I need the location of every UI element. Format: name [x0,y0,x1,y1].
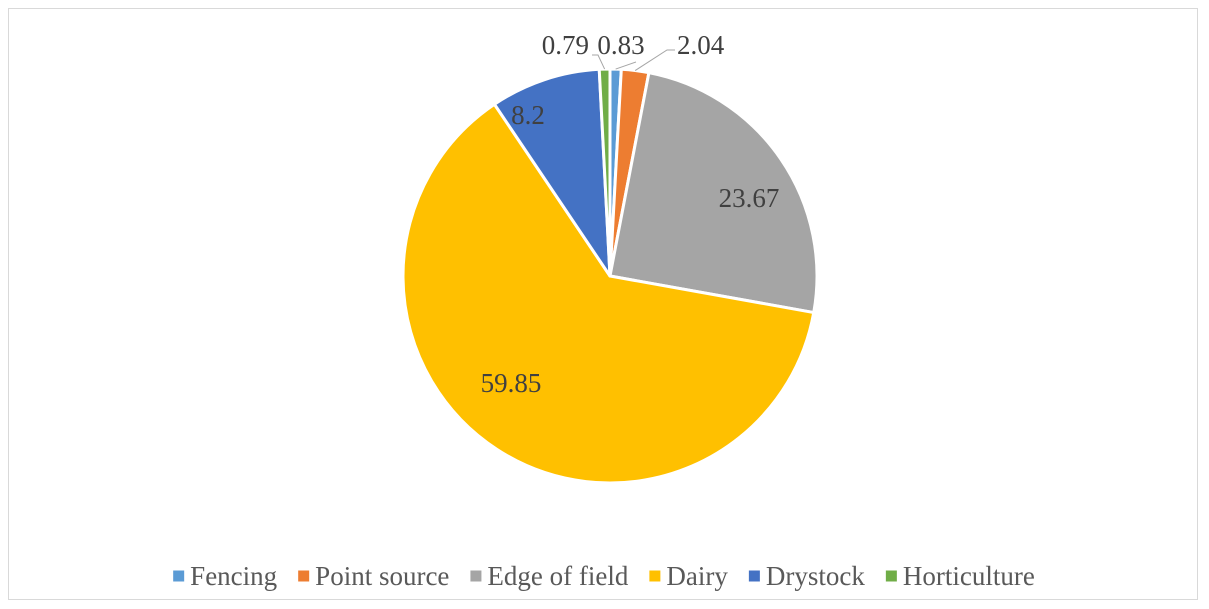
leader-line-horticulture [592,54,606,70]
data-label-dairy: 59.85 [481,368,542,398]
data-label-fencing: 0.83 [597,30,644,60]
legend-swatch-fencing [173,570,185,582]
legend-swatch-drystock [748,570,760,582]
pie-slice-edge-of-field [608,71,819,315]
legend-label-horticulture: Horticulture [903,561,1035,591]
data-label-horticulture: 0.79 [542,30,589,60]
pie-slice-dairy [401,102,816,485]
leader-line-fencing [615,61,637,70]
data-label-edge-of-field: 23.67 [719,183,780,213]
legend-label-dairy: Dairy [666,561,728,591]
legend-swatch-dairy [649,570,661,582]
pie-slice-drystock [492,67,612,278]
legend-label-point-source: Point source [315,561,449,591]
legend-label-fencing: Fencing [190,561,277,591]
legend-label-edge-of-field: Edge of field [487,561,628,591]
legend-swatch-point-source [298,570,310,582]
leader-line-point-source [634,49,675,71]
data-label-drystock: 8.2 [511,100,545,130]
legend: Fencing Point source Edge of field Dairy Dry… [173,561,1035,591]
legend-swatch-edge-of-field [470,570,482,582]
legend-swatch-horticulture [885,570,897,582]
data-label-point-source: 2.04 [677,30,725,60]
legend-label-drystock: Drystock [766,561,865,591]
